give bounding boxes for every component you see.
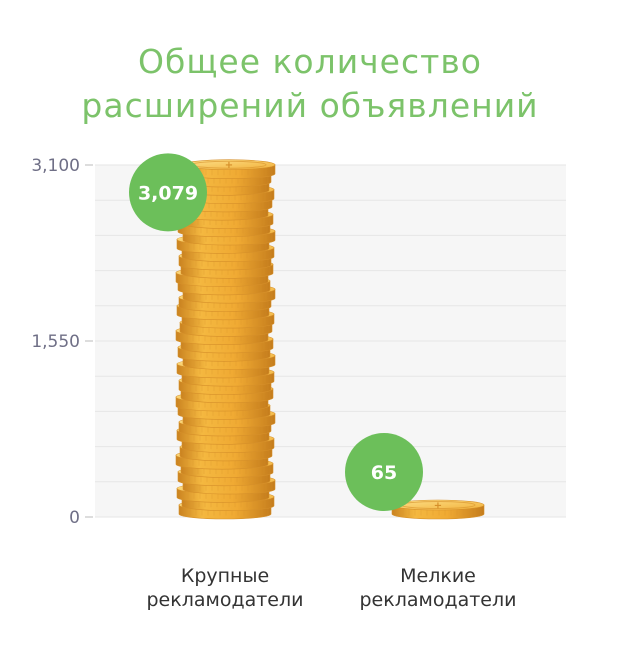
value-badge: 3,079 <box>129 153 207 232</box>
category-label-line: Мелкие <box>400 565 476 587</box>
coin-stack: + <box>175 159 276 520</box>
category-label: Крупные рекламодатели <box>146 565 303 611</box>
category-label-line: рекламодатели <box>146 589 303 611</box>
coin: + <box>391 499 485 520</box>
coin-mark: + <box>434 501 442 512</box>
y-tick-label: 0 <box>69 508 80 528</box>
value-label: 3,079 <box>138 182 198 204</box>
value-badge: 65 <box>345 433 423 511</box>
y-tick-label: 3,100 <box>31 156 80 176</box>
coin-stack: + <box>391 499 485 520</box>
y-tick-label: 1,550 <box>31 332 80 352</box>
chart-title-line-2: расширений объявлений <box>81 86 539 125</box>
value-badge-circle <box>129 153 207 232</box>
value-badge-circle <box>345 433 423 511</box>
chart-title: Общее количество расширений объявлений <box>0 40 620 128</box>
category-label-line: рекламодатели <box>359 589 516 611</box>
category-label-line: Крупные <box>181 565 269 587</box>
chart-title-line-1: Общее количество <box>138 42 482 81</box>
value-label: 65 <box>371 462 397 484</box>
category-label: Мелкие рекламодатели <box>359 565 516 611</box>
coin-mark: + <box>225 160 233 171</box>
